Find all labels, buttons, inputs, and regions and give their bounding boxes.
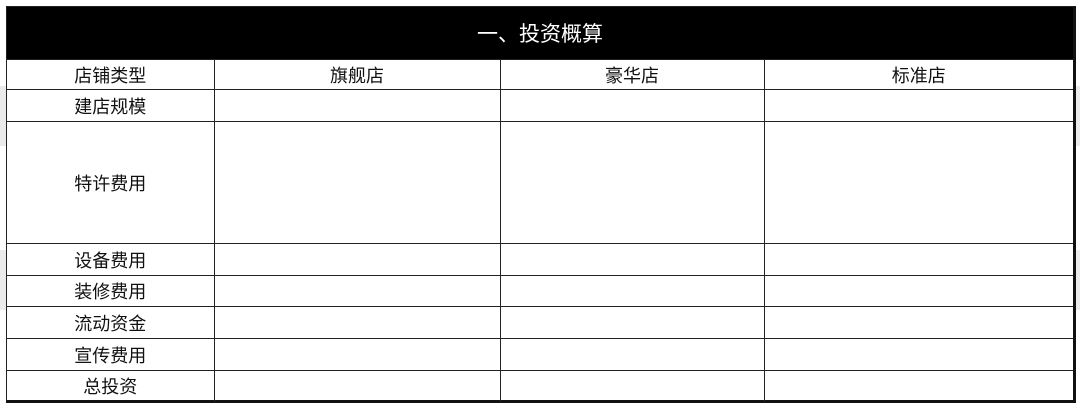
value-cell[interactable] (499, 306, 765, 339)
value-cell[interactable] (213, 370, 501, 402)
value-cell[interactable] (213, 89, 501, 122)
table-row: 装修费用 (7, 275, 1073, 307)
value-cell[interactable] (763, 243, 1073, 276)
header-row: 店铺类型 旗舰店 豪华店 标准店 (7, 59, 1073, 90)
table-row: 特许费用 (7, 121, 1073, 244)
table-row: 宣传费用 (7, 338, 1073, 371)
row-label: 装修费用 (7, 275, 215, 307)
row-label: 总投资 (7, 370, 215, 402)
value-cell[interactable] (213, 275, 501, 307)
investment-table: 一、投资概算 店铺类型 旗舰店 豪华店 标准店 建店规模 特许费用 设备费用 装修费用… (6, 6, 1076, 403)
row-label: 设备费用 (7, 243, 215, 276)
header-cell: 豪华店 (499, 59, 765, 90)
table-title: 一、投资概算 (7, 7, 1073, 59)
value-cell[interactable] (499, 121, 765, 244)
table-row: 建店规模 (7, 89, 1073, 122)
value-cell[interactable] (213, 121, 501, 244)
row-label: 特许费用 (7, 121, 215, 244)
header-cell: 店铺类型 (7, 59, 215, 90)
value-cell[interactable] (499, 370, 765, 402)
table-row: 设备费用 (7, 243, 1073, 276)
value-cell[interactable] (763, 275, 1073, 307)
table-row: 流动资金 (7, 306, 1073, 339)
value-cell[interactable] (763, 338, 1073, 371)
value-cell[interactable] (213, 306, 501, 339)
value-cell[interactable] (499, 338, 765, 371)
header-cell: 标准店 (763, 59, 1073, 90)
row-label: 流动资金 (7, 306, 215, 339)
value-cell[interactable] (763, 370, 1073, 402)
value-cell[interactable] (499, 275, 765, 307)
table-row: 总投资 (7, 370, 1073, 402)
header-cell: 旗舰店 (213, 59, 501, 90)
value-cell[interactable] (763, 306, 1073, 339)
value-cell[interactable] (499, 243, 765, 276)
investment-grid: 店铺类型 旗舰店 豪华店 标准店 建店规模 特许费用 设备费用 装修费用 流动资金 宣传费… (7, 59, 1073, 402)
value-cell[interactable] (763, 89, 1073, 122)
value-cell[interactable] (763, 121, 1073, 244)
row-label: 宣传费用 (7, 338, 215, 371)
value-cell[interactable] (213, 243, 501, 276)
value-cell[interactable] (213, 338, 501, 371)
row-label: 建店规模 (7, 89, 215, 122)
value-cell[interactable] (499, 89, 765, 122)
